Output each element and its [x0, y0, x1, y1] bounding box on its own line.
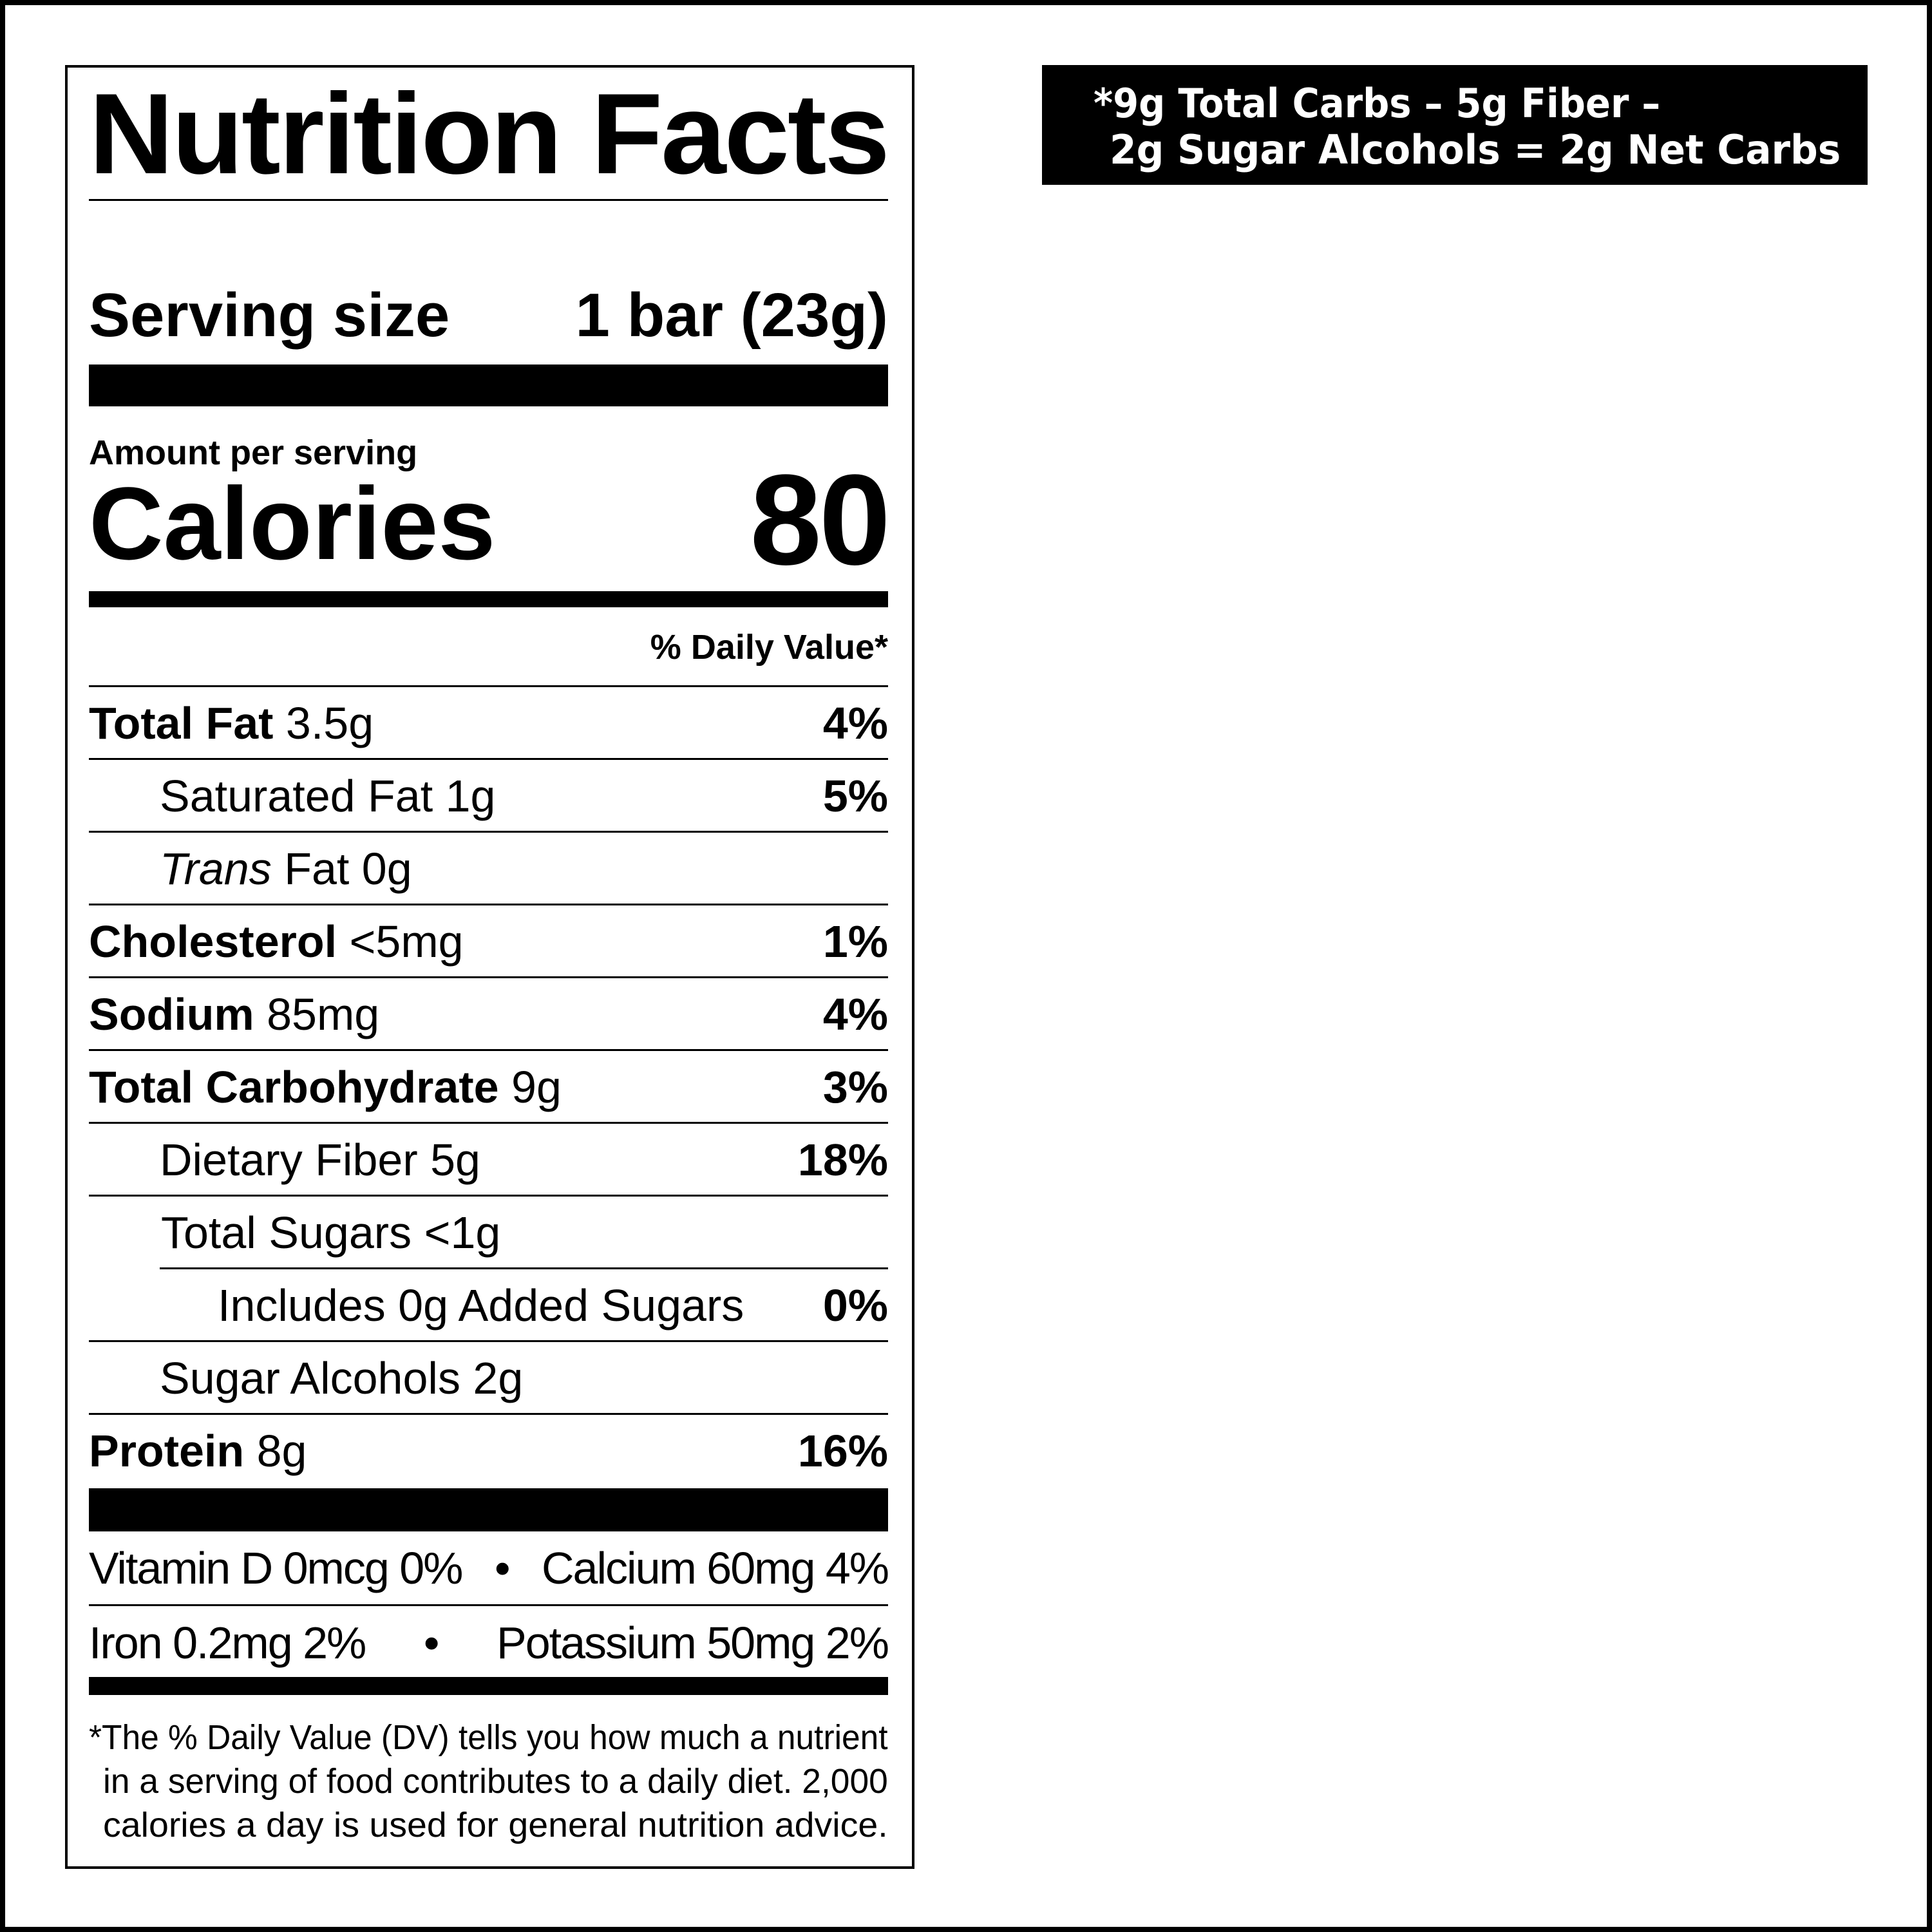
nutrient-name: Trans: [160, 843, 272, 894]
nutrient-label: Trans Fat 0g: [89, 843, 412, 895]
nutrient-name: Total Carbohydrate: [89, 1061, 499, 1112]
nutrient-label: Cholesterol <5mg: [89, 916, 464, 967]
serving-size-value: 1 bar (23g): [575, 281, 888, 350]
nutrient-amount: 3.5g: [285, 697, 374, 748]
daily-value-percent: 3%: [822, 1061, 888, 1112]
bullet: •: [494, 1542, 510, 1593]
footnote-line: in a serving of food contributes to a da…: [103, 1762, 888, 1801]
daily-value-percent: 0%: [822, 1280, 888, 1331]
nutrient-name-suffix: Fat: [284, 843, 350, 894]
nutrient-amount: <1g: [424, 1207, 501, 1258]
footnote: *The % Daily Value (DV) tells you how mu…: [89, 1716, 888, 1847]
label-title: Nutrition Facts: [89, 70, 890, 198]
nutrient-label: Saturated Fat 1g: [89, 770, 495, 822]
nutrient-row: Sugar Alcohols 2g: [89, 1340, 888, 1414]
nutrient-label: Total Fat 3.5g: [89, 697, 374, 749]
nutrient-label: Sodium 85mg: [89, 989, 379, 1040]
nutrient-row: Sodium 85mg 4%: [89, 976, 888, 1050]
nutrient-row: Saturated Fat 1g 5%: [89, 758, 888, 831]
daily-value-percent: 5%: [822, 770, 888, 821]
net-carbs-line-2: 2g Sugar Alcohols = 2g Net Carbs: [1110, 126, 1841, 173]
thick-divider: [89, 1488, 888, 1531]
nutrient-label: Protein 8g: [89, 1425, 307, 1477]
nutrient-label: Sugar Alcohols 2g: [89, 1352, 523, 1404]
nutrient-amount: 85mg: [267, 989, 380, 1039]
nutrient-amount: 0g: [361, 843, 412, 894]
daily-value-percent: 1%: [822, 916, 888, 967]
footnote-line: calories a day is used for general nutri…: [103, 1806, 888, 1844]
daily-value-percent: 4%: [822, 989, 888, 1039]
potassium: Potassium 50mg 2%: [497, 1617, 889, 1668]
nutrient-label: Total Carbohydrate 9g: [89, 1061, 562, 1113]
calories-label: Calories: [89, 466, 496, 581]
nutrient-label: Includes 0g Added Sugars: [160, 1280, 744, 1331]
daily-value-percent: 4%: [822, 697, 888, 748]
daily-value-percent: 18%: [797, 1134, 888, 1185]
nutrition-facts-panel: [65, 65, 914, 1869]
nutrient-label: Total Sugars <1g: [89, 1207, 500, 1258]
serving-size-row: Serving size 1 bar (23g): [89, 277, 888, 354]
nutrient-row: Protein 8g 16%: [89, 1413, 888, 1486]
footnote-line: *The % Daily Value (DV) tells you how mu…: [89, 1718, 888, 1757]
bullet: •: [423, 1617, 439, 1668]
calories-value: 80: [750, 448, 891, 592]
nutrient-row: Includes 0g Added Sugars 0%: [160, 1267, 888, 1341]
iron: Iron 0.2mg 2%: [89, 1617, 366, 1668]
daily-value-header: % Daily Value*: [650, 628, 888, 667]
calcium: Calcium 60mg 4%: [542, 1542, 889, 1593]
thick-divider: [89, 365, 888, 406]
nutrient-amount: 5g: [430, 1134, 480, 1185]
amount-per-serving: Amount per serving: [89, 433, 418, 472]
vitamin-row: Vitamin D 0mcg 0% • Calcium 60mg 4%: [89, 1531, 889, 1604]
nutrient-name: Total Fat: [89, 697, 274, 748]
nutrient-name: Protein: [89, 1425, 245, 1476]
nutrient-name: Sugar Alcohols: [160, 1352, 460, 1403]
nutrient-amount: 2g: [473, 1352, 524, 1403]
medium-divider: [89, 591, 888, 607]
vitamin-d-calcium-left: Vitamin D 0mcg 0%: [89, 1542, 463, 1593]
medium-divider: [89, 1677, 888, 1695]
nutrient-row: Total Sugars <1g: [89, 1195, 888, 1268]
nutrient-row: Cholesterol <5mg 1%: [89, 904, 888, 977]
nutrient-name: Cholesterol: [89, 916, 337, 967]
nutrient-label: Dietary Fiber 5g: [89, 1134, 480, 1186]
nutrient-name: Includes 0g Added Sugars: [218, 1280, 744, 1331]
vitamin-row: Iron 0.2mg 2% • Potassium 50mg 2%: [89, 1606, 889, 1679]
daily-value-percent: 16%: [797, 1425, 888, 1476]
nutrient-amount: 9g: [511, 1061, 562, 1112]
serving-size-label: Serving size: [89, 281, 450, 350]
nutrient-name: Saturated Fat: [160, 770, 433, 821]
calories-row: Calories 80: [89, 448, 891, 592]
net-carbs-line-1: *9g Total Carbs – 5g Fiber –: [1094, 80, 1661, 127]
nutrient-row: Total Fat 3.5g 4%: [89, 685, 888, 759]
net-carbs-note: *9g Total Carbs – 5g Fiber – 2g Sugar Al…: [1042, 65, 1868, 185]
nutrient-amount: <5mg: [349, 916, 464, 967]
nutrient-row: Dietary Fiber 5g 18%: [89, 1122, 888, 1195]
nutrient-name: Dietary Fiber: [160, 1134, 418, 1185]
divider: [89, 199, 888, 201]
nutrient-row: Total Carbohydrate 9g 3%: [89, 1049, 888, 1122]
nutrient-row: Trans Fat 0g: [89, 831, 888, 904]
nutrient-amount: 1g: [445, 770, 496, 821]
divider: [89, 1604, 888, 1606]
nutrient-name: Total Sugars: [161, 1207, 412, 1258]
nutrient-amount: 8g: [256, 1425, 307, 1476]
nutrient-name: Sodium: [89, 989, 254, 1039]
